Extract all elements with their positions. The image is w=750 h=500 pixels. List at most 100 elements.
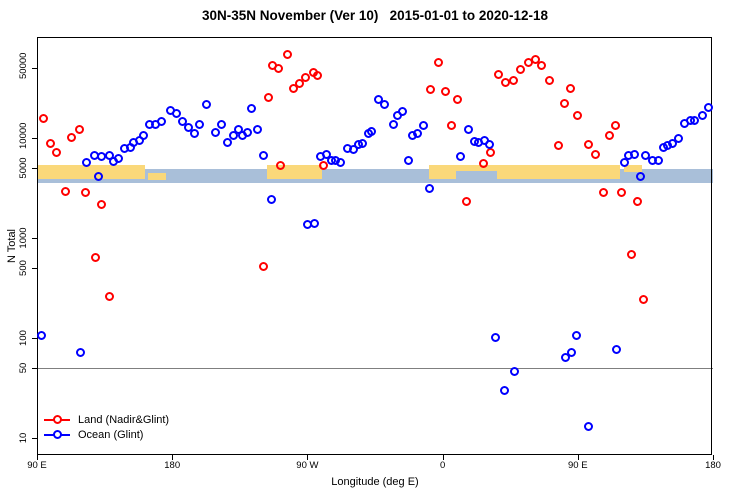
data-point-ocean	[229, 130, 239, 140]
x-axis-label: Longitude (deg E)	[331, 476, 419, 488]
data-point-land	[478, 158, 488, 168]
chart-title: 30N-35N November (Ver 10) 2015-01-01 to …	[202, 8, 548, 23]
reference-line-50	[37, 368, 713, 370]
x-axis-tick	[37, 455, 38, 460]
data-point-ocean	[612, 345, 622, 355]
data-point-land	[633, 197, 643, 207]
data-point-land	[516, 65, 526, 75]
data-point-ocean	[640, 150, 650, 160]
data-point-ocean	[636, 171, 646, 181]
data-point-land	[52, 148, 62, 158]
y-axis-tick-label: 10000	[18, 122, 29, 149]
legend-label-ocean: Ocean (Glint)	[78, 428, 144, 441]
x-axis-tick-label: 180	[705, 460, 721, 471]
data-point-ocean	[397, 107, 407, 117]
data-point-land	[531, 55, 541, 65]
data-point-ocean	[178, 117, 188, 127]
data-point-ocean	[403, 155, 413, 165]
data-point-ocean	[571, 330, 581, 340]
y-axis-tick	[32, 368, 37, 370]
data-point-ocean	[373, 94, 383, 104]
data-point-ocean	[94, 172, 104, 182]
data-point-land	[97, 200, 107, 210]
data-point-land	[604, 130, 614, 140]
plot-border	[37, 37, 712, 455]
data-point-ocean	[184, 123, 194, 133]
island-patch	[148, 173, 167, 180]
data-point-ocean	[667, 138, 677, 148]
y-axis-tick	[32, 438, 37, 439]
sea-notch	[456, 171, 497, 179]
data-point-land	[38, 113, 48, 123]
data-point-ocean	[211, 127, 221, 137]
data-point-land	[275, 161, 285, 171]
data-point-land	[259, 262, 269, 272]
data-point-land	[274, 63, 284, 73]
data-point-ocean	[335, 157, 345, 167]
data-point-ocean	[358, 138, 368, 148]
data-point-land	[627, 250, 637, 260]
data-point-ocean	[217, 119, 227, 129]
data-point-ocean	[82, 157, 92, 167]
data-point-ocean	[630, 149, 640, 159]
data-point-ocean	[418, 121, 428, 131]
data-point-land	[67, 132, 77, 142]
data-point-land	[104, 292, 114, 301]
y-axis-label: N Total	[6, 228, 18, 264]
y-axis-tick	[32, 168, 37, 170]
y-axis-tick-label: 100	[18, 330, 29, 346]
data-point-land	[559, 99, 569, 109]
data-point-ocean	[157, 117, 167, 127]
y-axis-tick-label: 1000	[18, 227, 29, 249]
data-point-ocean	[253, 124, 263, 134]
data-point-ocean	[567, 348, 577, 358]
data-point-land	[583, 139, 593, 149]
data-point-land	[289, 83, 299, 93]
legend-label-land: Land (Nadir&Glint)	[78, 413, 170, 426]
x-axis-tick	[577, 455, 579, 460]
y-axis-tick	[32, 68, 37, 70]
legend-item-ocean: Ocean (Glint)	[44, 427, 169, 442]
data-point-ocean	[490, 332, 500, 342]
y-axis-tick-label: 500	[18, 260, 29, 277]
data-point-land	[486, 148, 496, 158]
x-axis-tick	[713, 455, 714, 460]
data-point-land	[493, 70, 503, 80]
data-point-ocean	[583, 422, 593, 432]
data-point-ocean	[654, 156, 664, 166]
data-point-ocean	[412, 129, 422, 139]
x-axis-tick	[442, 455, 444, 460]
data-point-ocean	[259, 150, 269, 160]
data-point-ocean	[76, 348, 86, 358]
legend-item-land: Land (Nadir&Glint)	[44, 412, 169, 427]
data-point-land	[453, 94, 463, 104]
x-axis-tick-label: 90 W	[296, 460, 319, 471]
data-point-land	[61, 187, 71, 197]
data-point-land	[537, 60, 547, 70]
data-point-ocean	[172, 109, 182, 119]
data-point-land	[263, 92, 273, 102]
x-axis-tick-label: 0	[439, 460, 446, 471]
x-axis-tick-label: 180	[164, 460, 181, 471]
data-point-ocean	[113, 154, 123, 164]
data-point-land	[433, 57, 443, 67]
data-point-land	[91, 252, 101, 262]
y-axis-tick	[32, 338, 37, 339]
data-point-ocean	[510, 367, 520, 377]
data-point-land	[639, 294, 649, 304]
data-point-land	[610, 121, 620, 131]
data-point-ocean	[190, 128, 200, 138]
data-point-ocean	[134, 135, 144, 145]
data-point-ocean	[247, 104, 257, 114]
x-axis-tick-label: 90 E	[27, 460, 47, 471]
data-point-ocean	[194, 120, 204, 130]
data-point-land	[313, 71, 323, 81]
data-point-ocean	[310, 218, 320, 228]
y-axis-tick	[32, 238, 37, 239]
data-point-land	[441, 86, 451, 96]
data-point-ocean	[223, 137, 233, 147]
data-point-land	[553, 140, 563, 150]
x-axis-tick	[307, 455, 309, 460]
y-axis-tick	[32, 138, 37, 139]
